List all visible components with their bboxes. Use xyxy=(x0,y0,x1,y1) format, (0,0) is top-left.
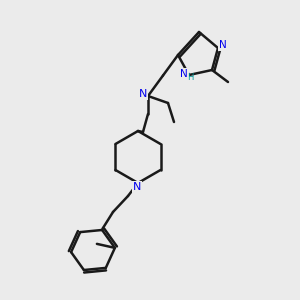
Text: H: H xyxy=(187,74,193,82)
Text: N: N xyxy=(133,182,141,192)
Text: N: N xyxy=(139,89,147,99)
Text: N: N xyxy=(219,40,227,50)
Text: N: N xyxy=(180,69,188,79)
